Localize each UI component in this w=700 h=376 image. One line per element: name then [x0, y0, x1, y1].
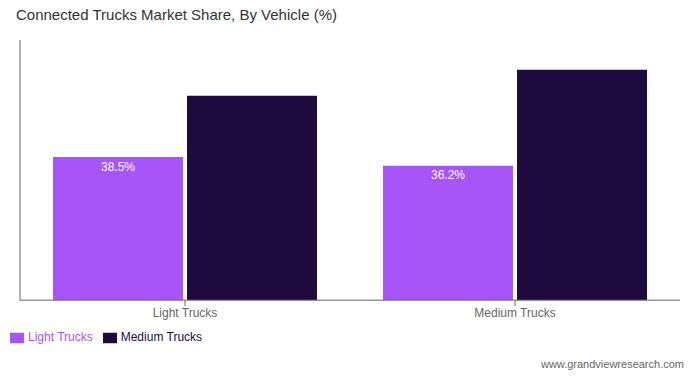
svg-text:Light Trucks: Light Trucks	[153, 306, 218, 320]
html-text:Connected Trucks Market Share,: Connected Trucks Market Share, By Vehicl…	[16, 6, 337, 23]
html-text:www.grandviewresearch.com: www.grandviewresearch.com	[540, 358, 684, 370]
svg-text:36.2%: 36.2%	[431, 168, 465, 182]
svg-text:38.5%: 38.5%	[101, 160, 135, 174]
html-text:Medium Trucks: Medium Trucks	[120, 330, 203, 345]
html-text:Light Trucks: Light Trucks	[28, 330, 93, 345]
svg-text:Medium Trucks: Medium Trucks	[474, 306, 555, 320]
